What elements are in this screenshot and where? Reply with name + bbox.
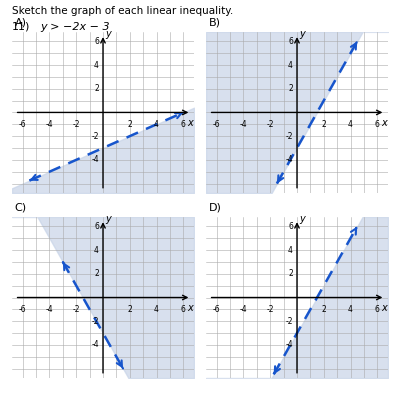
- Text: -4: -4: [46, 120, 53, 129]
- Text: A): A): [15, 17, 27, 27]
- Text: 11): 11): [12, 22, 30, 32]
- Text: x: x: [187, 118, 193, 128]
- Text: -6: -6: [213, 305, 220, 314]
- Text: -2: -2: [286, 317, 293, 326]
- Text: 6: 6: [375, 120, 380, 129]
- Text: 4: 4: [94, 246, 99, 255]
- Text: 2: 2: [127, 305, 132, 314]
- Text: y: y: [299, 29, 304, 39]
- Text: 2: 2: [288, 84, 293, 93]
- Text: x: x: [381, 303, 387, 313]
- Text: x: x: [187, 303, 193, 313]
- Text: -4: -4: [285, 155, 293, 164]
- Text: 4: 4: [288, 60, 293, 70]
- Text: y: y: [105, 29, 110, 39]
- Text: 2: 2: [94, 269, 99, 278]
- Text: x: x: [381, 118, 387, 128]
- Text: B): B): [209, 17, 221, 27]
- Text: 6: 6: [288, 222, 293, 231]
- Text: 6: 6: [181, 305, 186, 314]
- Text: Sketch the graph of each linear inequality.: Sketch the graph of each linear inequali…: [12, 6, 233, 16]
- Text: y > −2x − 3: y > −2x − 3: [40, 22, 110, 32]
- Text: 4: 4: [348, 120, 353, 129]
- Text: 6: 6: [181, 120, 186, 129]
- Text: -2: -2: [286, 132, 293, 140]
- Text: -4: -4: [91, 340, 99, 349]
- Text: 6: 6: [375, 305, 380, 314]
- Text: -2: -2: [92, 317, 99, 326]
- Text: -6: -6: [19, 120, 26, 129]
- Text: 4: 4: [94, 60, 99, 70]
- Text: 2: 2: [127, 120, 132, 129]
- Text: 6: 6: [94, 222, 99, 231]
- Text: -2: -2: [266, 305, 274, 314]
- Text: y: y: [105, 214, 110, 224]
- Text: -6: -6: [19, 305, 26, 314]
- Text: 2: 2: [321, 305, 326, 314]
- Text: -6: -6: [213, 120, 220, 129]
- Text: y: y: [299, 214, 304, 224]
- Text: 2: 2: [94, 84, 99, 93]
- Text: C): C): [15, 202, 27, 212]
- Text: -2: -2: [72, 120, 80, 129]
- Text: 4: 4: [288, 246, 293, 255]
- Text: 6: 6: [94, 37, 99, 46]
- Text: 2: 2: [288, 269, 293, 278]
- Text: D): D): [209, 202, 222, 212]
- Text: -4: -4: [91, 155, 99, 164]
- Text: -4: -4: [240, 305, 247, 314]
- Text: 4: 4: [154, 305, 159, 314]
- Text: 2: 2: [321, 120, 326, 129]
- Text: 4: 4: [348, 305, 353, 314]
- Text: -2: -2: [266, 120, 274, 129]
- Text: -2: -2: [72, 305, 80, 314]
- Text: -4: -4: [285, 340, 293, 349]
- Text: 6: 6: [288, 37, 293, 46]
- Text: -2: -2: [92, 132, 99, 140]
- Text: -4: -4: [240, 120, 247, 129]
- Text: -4: -4: [46, 305, 53, 314]
- Text: 4: 4: [154, 120, 159, 129]
